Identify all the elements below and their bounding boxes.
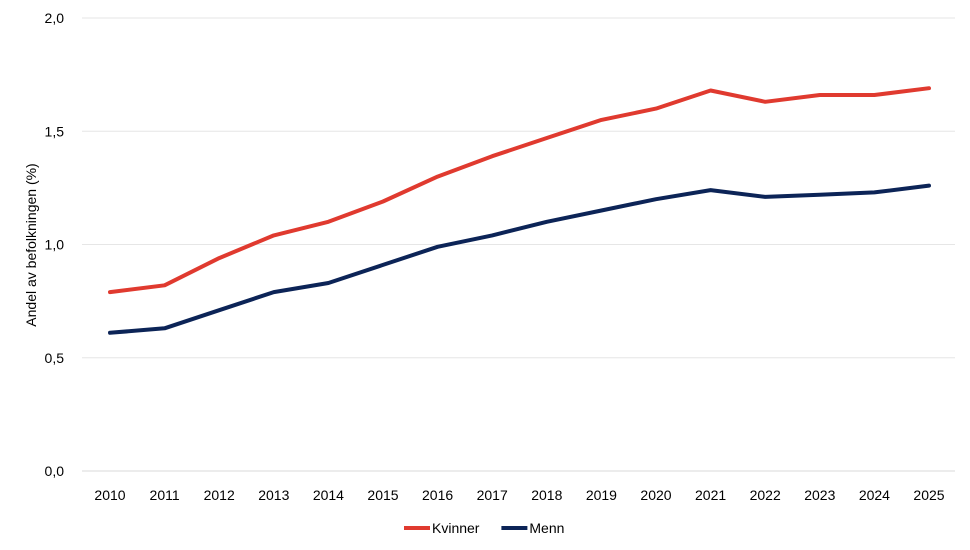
x-tick-label: 2010	[94, 487, 125, 503]
x-tick-label: 2012	[204, 487, 235, 503]
y-tick-label: 2,0	[45, 10, 65, 26]
x-tick-label: 2021	[695, 487, 726, 503]
x-tick-label: 2013	[258, 487, 289, 503]
x-tick-label: 2024	[859, 487, 890, 503]
series-line-kvinner	[108, 86, 931, 295]
x-tick-label: 2022	[750, 487, 781, 503]
grid-layer	[82, 17, 955, 472]
y-axis-title: Andel av befolkningen (%)	[23, 163, 39, 326]
x-tick-label: 2018	[531, 487, 562, 503]
x-tick-label: 2014	[313, 487, 344, 503]
y-axis-ticks: 0,0 0,5 1,0 1,5 2,0	[45, 10, 65, 479]
x-tick-label: 2019	[586, 487, 617, 503]
y-tick-label: 0,0	[45, 463, 65, 479]
legend: Kvinner Menn	[404, 520, 564, 536]
x-tick-label: 2016	[422, 487, 453, 503]
x-tick-label: 2023	[804, 487, 835, 503]
legend-label-kvinner: Kvinner	[432, 520, 480, 536]
y-tick-label: 1,5	[45, 123, 65, 139]
y-tick-label: 1,0	[45, 237, 65, 253]
x-tick-label: 2015	[367, 487, 398, 503]
x-tick-label: 2017	[477, 487, 508, 503]
x-axis-ticks: 2010 2011 2012 2013 2014 2015 2016 2017 2018 2019…	[94, 487, 944, 503]
legend-label-menn: Menn	[529, 520, 564, 536]
x-tick-label: 2020	[640, 487, 671, 503]
y-tick-label: 0,5	[45, 350, 65, 366]
x-tick-label: 2011	[150, 487, 180, 503]
series-layer	[108, 86, 931, 335]
series-line-menn	[108, 183, 931, 335]
x-tick-label: 2025	[913, 487, 944, 503]
